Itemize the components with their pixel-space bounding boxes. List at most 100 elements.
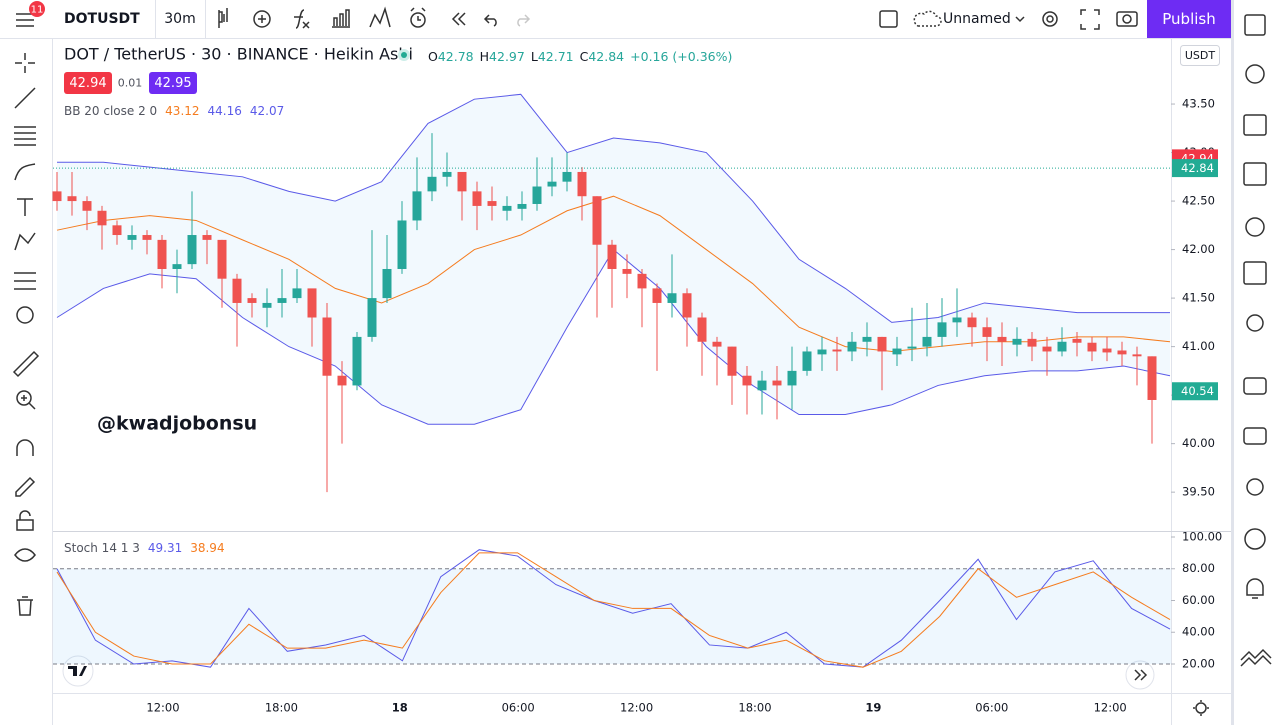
price-tag-label: 42.84 — [1181, 161, 1214, 175]
publish-button[interactable] — [1147, 0, 1231, 38]
chart-type-button[interactable] — [218, 8, 228, 28]
measure-tool[interactable] — [12, 350, 40, 378]
candle-body — [457, 171, 467, 192]
candle-body — [592, 196, 602, 245]
lock-drawing-tool[interactable] — [15, 476, 36, 497]
candle-body — [517, 203, 527, 209]
alerts-button[interactable] — [1245, 64, 1265, 84]
fib-tool[interactable] — [14, 126, 36, 146]
compare-button[interactable] — [369, 6, 391, 28]
candle-body — [982, 327, 992, 337]
candle-body — [337, 375, 347, 386]
axis-settings[interactable] — [1193, 700, 1209, 716]
right-sidebar — [1240, 14, 1272, 667]
lock-tool[interactable] — [16, 510, 34, 531]
ohlc-value: 42.78 — [438, 49, 474, 64]
bb-value: 42.07 — [250, 104, 284, 118]
spread: 0.01 — [118, 77, 143, 90]
replay-button[interactable] — [451, 12, 466, 26]
templates-button[interactable] — [332, 9, 350, 28]
watchlist-button[interactable] — [1244, 14, 1266, 36]
delete-tool[interactable] — [17, 596, 33, 616]
pattern-tool[interactable] — [14, 232, 36, 251]
tv-logo-mark — [68, 666, 87, 676]
candle-body — [1057, 341, 1067, 352]
buy-price[interactable]: 42.95 — [154, 76, 191, 91]
ohlc-legend: O42.78 H42.97 L42.71 C42.84 +0.16 (+0.36%) — [428, 49, 732, 64]
video-button[interactable] — [1244, 528, 1266, 550]
layout-button[interactable] — [879, 10, 898, 28]
undo-button[interactable] — [483, 14, 497, 27]
candle-body — [1012, 338, 1022, 345]
stoch-y-tick-label: 60.00 — [1182, 593, 1215, 607]
candle-body — [652, 288, 662, 303]
buy-box[interactable] — [149, 72, 197, 94]
stoch-name: Stoch 14 1 3 — [64, 541, 140, 555]
candle-body — [502, 205, 512, 211]
candle-body — [112, 225, 122, 236]
layout-name[interactable]: Unnamed — [943, 11, 1011, 27]
bb-value: 43.12 — [165, 104, 199, 118]
crosshair-tool[interactable] — [15, 53, 35, 73]
candle-body — [922, 336, 932, 347]
indicators-button[interactable] — [294, 9, 310, 29]
right-divider — [1231, 0, 1234, 725]
news-button[interactable] — [1243, 114, 1267, 136]
text-tool[interactable] — [17, 198, 33, 216]
magnet-tool[interactable] — [16, 439, 34, 456]
stoch-k — [56, 549, 1171, 668]
candle-body — [82, 201, 92, 211]
candle-body — [862, 336, 872, 342]
candle-body — [562, 171, 572, 182]
layout-menu[interactable] — [1015, 16, 1025, 23]
candle-body — [697, 317, 707, 342]
badge — [29, 1, 45, 17]
candle-body — [352, 336, 362, 386]
sell-box[interactable] — [64, 72, 112, 94]
candle-body — [427, 176, 437, 192]
x-tick-label: 18:00 — [738, 701, 771, 715]
stoch-y-tick-label: 20.00 — [1182, 656, 1215, 670]
currency-box[interactable] — [1180, 45, 1220, 66]
calendar-button[interactable] — [1243, 261, 1267, 285]
publish-label[interactable]: Publish — [1162, 10, 1215, 28]
alert-button[interactable] — [410, 7, 426, 28]
sell-price[interactable]: 42.94 — [69, 76, 106, 91]
y-tick-label: 42.00 — [1182, 242, 1215, 256]
notifications-button[interactable] — [1246, 578, 1264, 599]
y-tick-label: 41.00 — [1182, 339, 1215, 353]
cloud-icon — [913, 10, 942, 27]
chats-button[interactable] — [1243, 427, 1267, 445]
stoch-value: 49.31 — [148, 541, 182, 555]
indicators-add[interactable] — [253, 10, 271, 28]
candle-body — [667, 293, 677, 303]
ideas-button[interactable] — [1246, 314, 1264, 332]
y-tick-label: 42.50 — [1182, 194, 1215, 208]
settings-button[interactable] — [1042, 11, 1058, 27]
x-tick-label: 12:00 — [1094, 701, 1127, 715]
brush-tool[interactable] — [14, 163, 36, 181]
streams-button[interactable] — [1246, 478, 1264, 496]
candle-body — [52, 191, 62, 202]
interval[interactable]: 30m — [164, 11, 195, 27]
data-window-button[interactable] — [1243, 162, 1267, 186]
stoch-y-tick-label: 40.00 — [1182, 625, 1215, 639]
symbol[interactable]: DOTUSDT — [64, 11, 140, 27]
hotlist-button[interactable] — [1245, 217, 1265, 237]
zoom-tool[interactable] — [16, 390, 36, 410]
hide-tool[interactable] — [14, 548, 36, 562]
ohlc-label: H — [480, 49, 489, 64]
redo-button[interactable] — [517, 14, 531, 27]
stoch-y-tick-label: 80.00 — [1182, 561, 1215, 575]
chat-button[interactable] — [1243, 377, 1267, 395]
prediction-tool[interactable] — [14, 272, 36, 290]
order-panel-button[interactable] — [1240, 648, 1272, 667]
trendline-tool[interactable] — [14, 87, 36, 109]
screenshot-button[interactable] — [1116, 11, 1138, 27]
icons-tool[interactable] — [16, 306, 34, 324]
candle-body — [832, 349, 842, 352]
candle-body — [142, 235, 152, 240]
candle-body — [127, 235, 137, 240]
fullscreen-button[interactable] — [1080, 9, 1100, 30]
